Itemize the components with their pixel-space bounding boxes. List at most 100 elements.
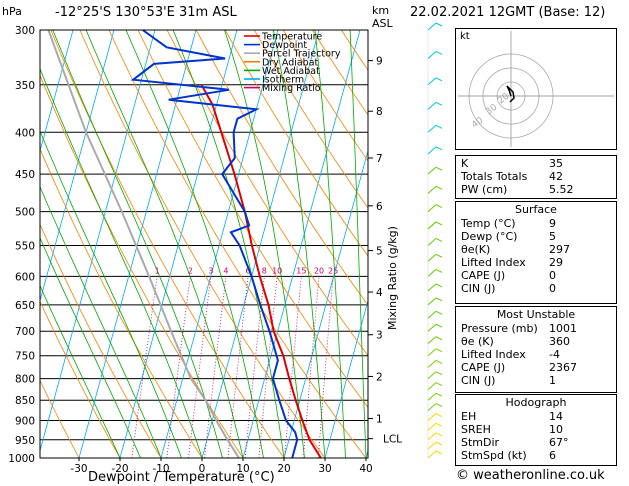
index-row: CIN (J) 0 bbox=[458, 282, 614, 295]
legend-label: Parcel Trajectory bbox=[262, 49, 341, 60]
pressure-tick-label: 900 bbox=[15, 416, 35, 428]
hodograph-indices-title: Hodograph bbox=[505, 396, 567, 409]
index-label: CIN (J) bbox=[461, 282, 496, 295]
height-tick-label: 3 bbox=[376, 330, 383, 342]
most-unstable-box: Most Unstable Pressure (mb) 1001 θe (K) 36… bbox=[455, 306, 617, 393]
mixing-ratio-line bbox=[303, 276, 320, 458]
dry-adiabat-line bbox=[50, 30, 285, 458]
index-label: Temp (°C) bbox=[461, 217, 516, 230]
index-value: 0 bbox=[549, 269, 556, 282]
mixing-ratio-axis-label: Mixing Ratio (g/kg) bbox=[386, 226, 399, 330]
pressure-tick-label: 550 bbox=[15, 240, 35, 252]
wet-adiabat-line bbox=[314, 30, 346, 458]
wind-barb bbox=[427, 310, 437, 319]
mixing-ratio-line bbox=[131, 276, 158, 458]
isotherm-line bbox=[324, 299, 368, 458]
datetime-label: 22.02.2021 12GMT (Base: 12) bbox=[410, 5, 606, 20]
index-label: Lifted Index bbox=[461, 348, 526, 361]
wet-adiabat-line bbox=[125, 30, 264, 458]
index-value: 297 bbox=[549, 243, 570, 256]
pressure-tick-label: 800 bbox=[15, 374, 35, 386]
hpa-label: hPa bbox=[2, 5, 22, 18]
wind-barb bbox=[435, 422, 443, 427]
dry-adiabat-line bbox=[40, 379, 80, 458]
wind-barb bbox=[435, 185, 443, 190]
isotherm-line bbox=[40, 30, 156, 453]
dry-adiabat-line bbox=[137, 30, 368, 409]
mixing-ratio-label: 25 bbox=[328, 266, 338, 275]
index-value: 0 bbox=[549, 282, 556, 295]
mixing-ratio-line bbox=[166, 276, 191, 458]
wind-barb bbox=[435, 146, 443, 151]
pressure-tick-label: 350 bbox=[15, 80, 35, 92]
index-row: Temp (°C) 9 bbox=[458, 217, 614, 230]
wind-barb bbox=[435, 51, 443, 55]
wind-barb bbox=[435, 413, 443, 417]
wind-barb bbox=[435, 238, 443, 242]
temp-tick-label: 30 bbox=[318, 463, 331, 475]
dry-adiabat-line bbox=[79, 30, 326, 458]
wind-barb bbox=[435, 450, 443, 455]
index-value: 1001 bbox=[549, 322, 577, 335]
temp-tick-label: 20 bbox=[277, 463, 290, 475]
index-label: PW (cm) bbox=[461, 183, 508, 196]
mixing-ratio-label: 2 bbox=[188, 266, 193, 275]
dry-adiabat-line bbox=[40, 223, 162, 458]
wind-barb bbox=[427, 371, 437, 380]
wind-barb bbox=[435, 336, 443, 341]
wet-adiabat-line bbox=[40, 236, 141, 458]
mixing-ratio-line bbox=[284, 276, 302, 458]
index-value: 10 bbox=[549, 423, 563, 436]
temp-tick-label: 40 bbox=[359, 463, 372, 475]
mixing-ratio-line bbox=[204, 276, 227, 458]
wind-barb bbox=[427, 77, 437, 86]
most-unstable-title: Most Unstable bbox=[496, 308, 576, 321]
pressure-tick-label: 750 bbox=[15, 351, 35, 363]
temp-tick-label: -10 bbox=[152, 463, 169, 475]
hodograph bbox=[455, 28, 617, 150]
dry-adiabat-line bbox=[108, 30, 367, 458]
index-label: CAPE (J) bbox=[461, 361, 506, 374]
mixing-ratio-label: 8 bbox=[262, 266, 267, 275]
wind-barb bbox=[427, 185, 437, 194]
wind-barb bbox=[427, 348, 437, 357]
pressure-tick-label: 450 bbox=[15, 169, 35, 181]
index-label: EH bbox=[461, 410, 477, 423]
pressure-tick-label: 1000 bbox=[8, 453, 35, 465]
dry-adiabat-line bbox=[40, 74, 244, 458]
wind-barb bbox=[435, 124, 443, 129]
index-row: Totals Totals 42 bbox=[458, 170, 614, 183]
wind-barb bbox=[427, 336, 437, 345]
wind-barb bbox=[427, 101, 437, 110]
hodograph-kt-label: kt bbox=[460, 31, 470, 42]
legend-label: Dewpoint bbox=[262, 40, 307, 51]
index-label: K bbox=[461, 157, 469, 170]
index-value: 5.52 bbox=[549, 183, 574, 196]
height-tick-label: LCL bbox=[383, 434, 402, 446]
index-row: Lifted Index -4 bbox=[458, 348, 614, 361]
index-label: θe(K) bbox=[461, 243, 491, 256]
wind-barb bbox=[435, 166, 443, 171]
wind-barb bbox=[427, 382, 437, 390]
wind-barb bbox=[427, 360, 437, 368]
index-label: Pressure (mb) bbox=[461, 322, 538, 335]
wind-barb bbox=[427, 238, 437, 246]
pressure-tick-label: 650 bbox=[15, 300, 35, 312]
index-value: 360 bbox=[549, 335, 570, 348]
index-label: CAPE (J) bbox=[461, 269, 506, 282]
isotherm-line bbox=[40, 30, 74, 153]
index-value: 2367 bbox=[549, 361, 577, 374]
dry-adiabat-line bbox=[166, 30, 368, 357]
wind-barb bbox=[435, 382, 443, 387]
hodograph-indices-box: Hodograph EH 14 SREH 10 StmDir 67° StmSpd (… bbox=[455, 394, 617, 466]
location-title: -12°25'S 130°53'E 31m ASL bbox=[55, 5, 237, 20]
surface-title: Surface bbox=[515, 203, 557, 216]
isotherm-line bbox=[160, 30, 279, 458]
wind-barb bbox=[435, 283, 443, 288]
index-value: 67° bbox=[549, 436, 569, 449]
index-value: 42 bbox=[549, 170, 563, 183]
wind-barb bbox=[435, 359, 443, 364]
wind-barb bbox=[435, 371, 443, 376]
dry-adiabat-line bbox=[40, 148, 203, 458]
mixing-ratio-line bbox=[258, 276, 278, 458]
